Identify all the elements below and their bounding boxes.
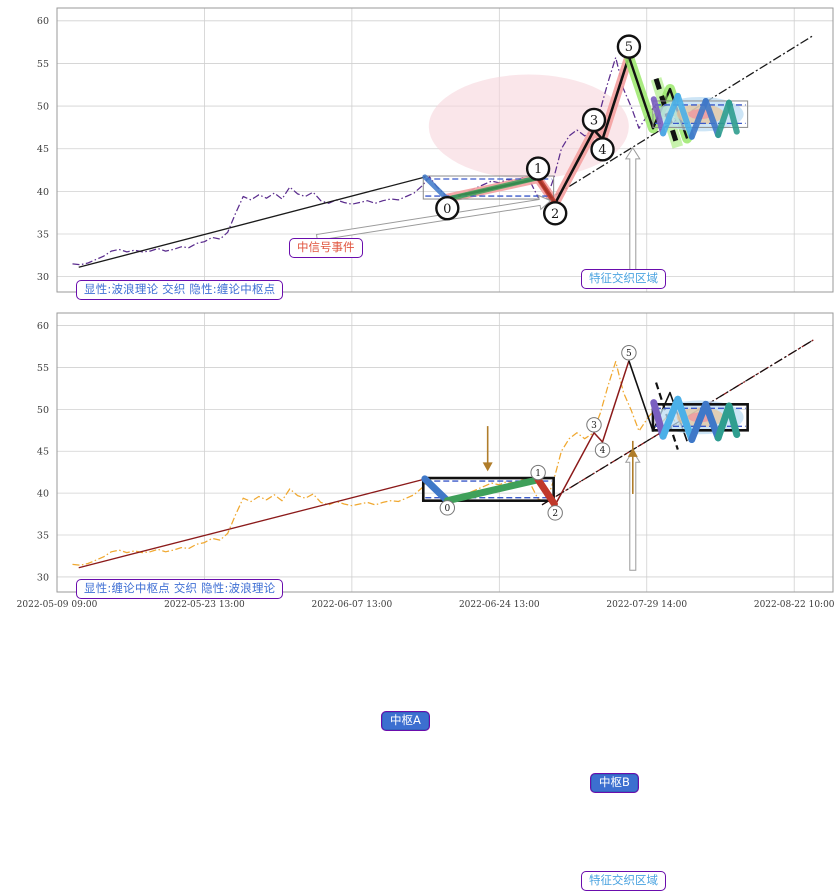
y-axis-tick: 30 [37,272,49,283]
pivot-a-segment [534,476,558,508]
pivot-box-a [421,476,555,502]
pivot-a-segment [535,175,557,205]
wave-label-text: 4 [598,143,606,158]
bottom-feature-zone-label: 特征交织区域 [581,871,666,891]
x-axis-tick: 2022-08-22 10:00 [754,600,835,610]
signal-event-label: 中信号事件 [289,238,363,258]
wave-label-1: 1 [530,464,546,481]
pivot-box-b [652,100,749,128]
pivot-b-arrow [627,440,638,494]
feature-zone-segment [725,402,741,438]
feature-zone-segment [650,96,667,137]
wave-label-text: 5 [626,349,632,359]
x-axis-tick: 2022-06-24 13:00 [459,600,540,610]
wave-label-text: 5 [625,40,633,55]
wave-label-2: 2 [547,505,563,521]
wave-label-1: 1 [525,156,551,181]
x-axis-tick: 2022-05-09 09:00 [17,600,98,610]
wave-label-5: 5 [616,34,642,59]
y-axis-tick: 60 [37,16,49,27]
bottom-legend-box: 显性:缠论中枢点 交织 隐性:波浪理论 [76,579,284,599]
wave-label-4: 4 [590,137,615,162]
pivot-a-segment [422,174,450,202]
feature-zone-arrow [624,146,641,280]
feature-zone-segment [660,92,681,137]
price-line [72,56,694,266]
wave-label-3: 3 [586,417,602,433]
wave-label-4: 4 [594,442,611,458]
y-axis-tick: 50 [37,101,49,112]
price-line [72,360,694,566]
wave-label-text: 3 [591,421,597,431]
pivot-box-a [422,175,555,200]
trend-line [78,176,426,268]
y-axis-tick: 40 [37,187,49,198]
y-axis-tick: 30 [37,572,49,583]
y-axis-tick: 60 [37,321,49,332]
pivot-a-label: 中枢A [381,711,430,731]
wave-label-text: 1 [535,469,541,479]
x-axis-tick: 2022-05-23 13:00 [164,600,245,610]
feature-zone-segment [688,400,710,444]
wave-label-text: 0 [443,202,451,217]
feature-zone-segment [688,97,709,140]
pivot-a-segment [444,175,541,202]
trend-line [541,34,814,204]
signal-event-arrow [315,194,552,241]
wave-label-text: 2 [552,509,558,519]
feature-zone-segment [650,399,667,440]
y-axis-tick: 45 [37,144,49,155]
trend-line [78,478,426,569]
wave-label-3: 3 [581,107,607,133]
wave-label-2: 2 [542,201,568,226]
dashed-diagonal [653,78,681,148]
pivot-a-segment [421,475,451,505]
y-axis-tick: 45 [37,447,49,458]
pivot-box-b [651,403,749,432]
feature-zone-segment [659,395,682,440]
feature-zone-segment [715,99,733,139]
pivot-a-arrow [482,426,493,472]
top-chart-panel: 30 35 40 45 50 55 60 0 1 2 3 4 5 显性:波浪理论 交织 隐性:缠论中枢点… [0,0,839,305]
wave-label-5: 5 [621,345,637,361]
wave-label-0: 0 [435,195,460,221]
feature-zone-segment [702,400,722,442]
bottom-chart-panel: 30 35 40 45 50 55 60 0 1 2 3 4 5 2022-05-09 09:00 2022… [0,305,839,891]
pivot-b-label: 中枢B [590,773,639,793]
feature-zone-segment [674,395,696,444]
y-axis-tick: 50 [37,405,49,416]
wave-label-text: 4 [600,446,606,456]
top-legend-box: 显性:波浪理论 交织 隐性:缠论中枢点 [76,280,284,300]
feature-zone-segment [702,97,722,139]
feature-zone-segment [726,99,740,135]
y-axis-tick: 35 [37,229,49,240]
x-axis-tick: 2022-07-29 14:00 [606,600,687,610]
feature-zone-segment [674,92,695,140]
x-axis-tick: 2022-06-07 13:00 [312,600,393,610]
wave-label-text: 1 [534,162,542,177]
pivot-a-segment [443,476,542,505]
y-axis-tick: 35 [37,530,49,541]
wave-label-text: 2 [551,207,559,222]
y-axis-tick: 40 [37,489,49,500]
y-axis-tick: 55 [37,363,49,374]
top-feature-zone-label: 特征交织区域 [581,269,666,289]
wave-label-text: 0 [444,504,450,514]
y-axis-tick: 55 [37,59,49,70]
wave-label-text: 3 [590,114,598,129]
wave-label-0: 0 [439,500,456,516]
